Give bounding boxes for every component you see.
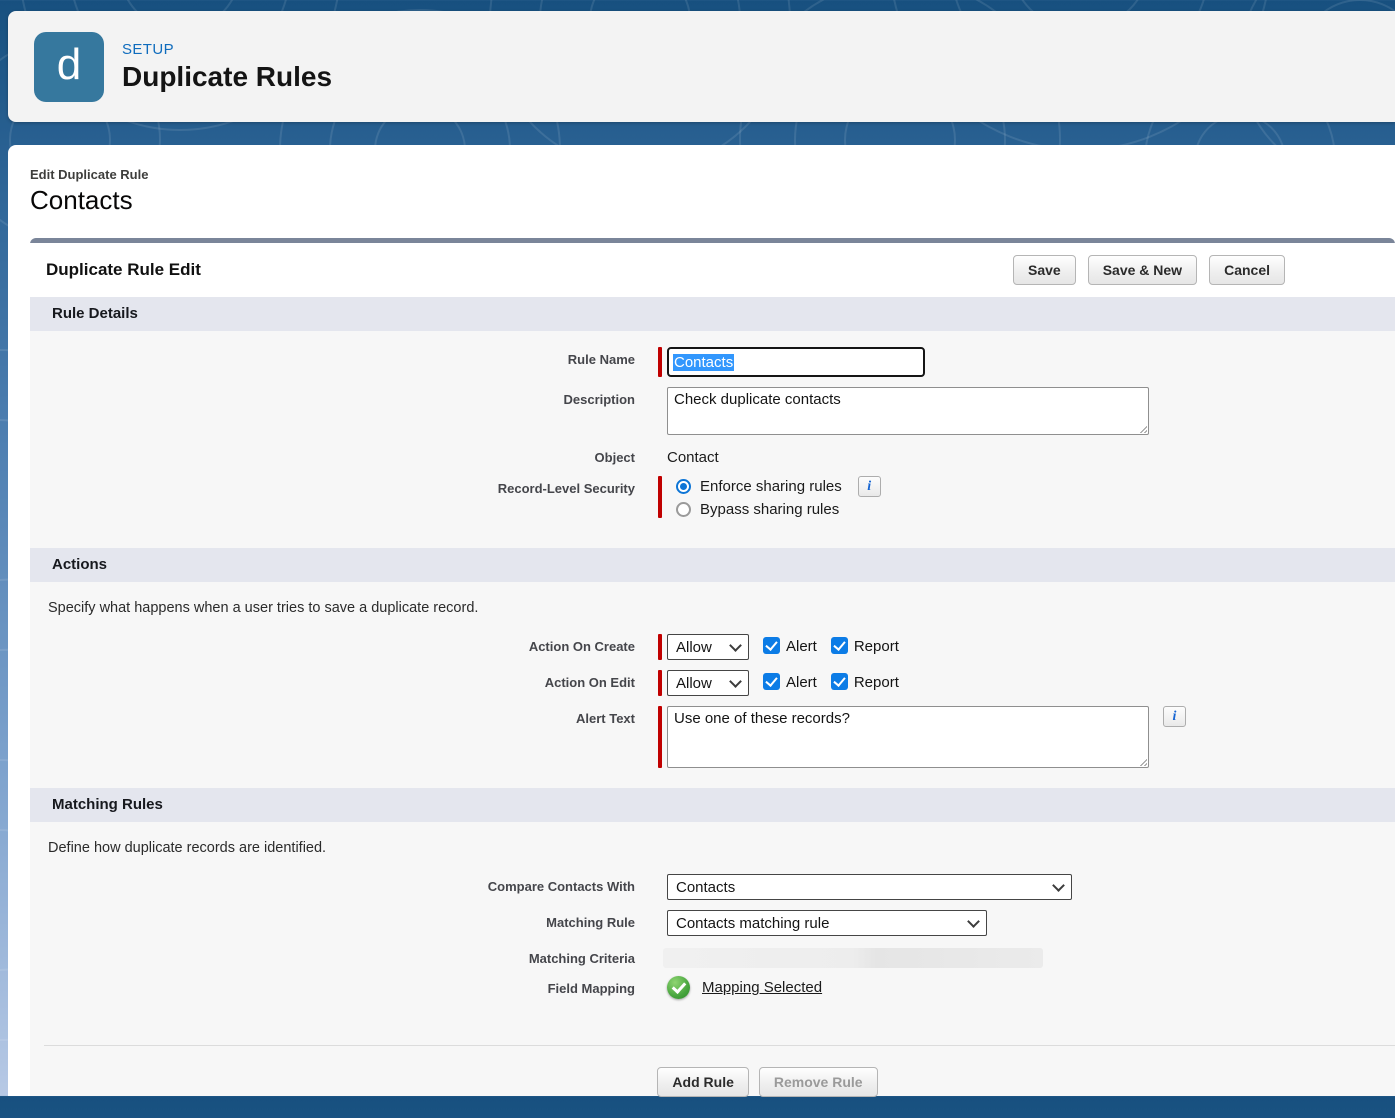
section-content-rule-details: Rule Name Contacts Description Check dup… [30, 331, 1395, 548]
required-field-bar [658, 706, 662, 768]
report-on-create-checkbox[interactable] [830, 637, 848, 654]
compare-contacts-with-selected-value: Contacts [676, 878, 736, 896]
required-field-bar [658, 476, 662, 518]
mapping-success-check-icon [667, 976, 690, 999]
description-label: Description [563, 392, 635, 407]
footer-buttons: Add Rule Remove Rule [85, 1046, 1395, 1118]
action-on-create-row: Action On Create Allow Alert Report [46, 634, 1395, 660]
rule-name-row: Rule Name Contacts [46, 347, 1395, 377]
rule-name-selected-text: Contacts [673, 353, 735, 371]
radio-option-enforce-sharing-rules[interactable]: Enforce sharing rules [676, 478, 842, 495]
action-on-edit-selected-value: Allow [676, 674, 712, 692]
alert-text-label: Alert Text [576, 711, 635, 726]
rule-name-label: Rule Name [567, 352, 635, 367]
required-field-bar [658, 347, 662, 377]
radio-selected-icon [676, 479, 691, 494]
cancel-button[interactable]: Cancel [1209, 255, 1285, 285]
alert-text-row: Alert Text Use one of these records? i [46, 706, 1395, 768]
object-value: Contact [667, 449, 719, 466]
matching-rule-selected-value: Contacts matching rule [676, 914, 830, 932]
add-rule-button[interactable]: Add Rule [657, 1067, 749, 1097]
record-title: Contacts [30, 185, 133, 215]
radio-unselected-icon [676, 502, 691, 517]
radio-option-bypass-sharing-rules[interactable]: Bypass sharing rules [676, 501, 842, 518]
matching-rule-row: Matching Rule Contacts matching rule [46, 910, 1395, 936]
duplicate-rules-app-icon: d [34, 31, 104, 102]
section-header-actions: Actions [30, 548, 1395, 582]
duplicate-rule-edit-form: Duplicate Rule Edit Save Save & New Canc… [30, 238, 1395, 1097]
compare-contacts-with-select[interactable]: Contacts [667, 874, 1072, 900]
alert-text-textarea[interactable]: Use one of these records? [667, 706, 1149, 768]
radio-option-label: Bypass sharing rules [700, 501, 840, 518]
matching-rule-label: Matching Rule [546, 915, 635, 930]
app-icon-letter: d [56, 39, 82, 89]
action-on-create-select[interactable]: Allow [667, 634, 749, 660]
alert-on-create-checkbox[interactable] [763, 637, 780, 654]
action-on-create-label: Action On Create [528, 639, 635, 654]
section-header-matching-rules: Matching Rules [30, 788, 1395, 822]
page-title: Duplicate Rules [122, 60, 333, 92]
chevron-down-icon [1052, 879, 1065, 892]
compare-contacts-with-row: Compare Contacts With Contacts [46, 874, 1395, 900]
footer-divider [44, 1045, 1395, 1046]
rule-name-input[interactable]: Contacts [667, 347, 925, 377]
record-level-security-row: Record-Level Security Enforce sharing ru… [46, 476, 1395, 518]
chevron-down-icon [729, 639, 742, 652]
report-checkbox-label: Report [853, 674, 899, 691]
required-field-bar [658, 634, 662, 660]
setup-eyebrow-label: SETUP [122, 40, 175, 58]
alert-on-edit-checkbox[interactable] [763, 673, 780, 690]
object-label: Object [594, 450, 635, 465]
description-row: Description Check duplicate contacts [46, 387, 1395, 435]
mapping-selected-link[interactable]: Mapping Selected [702, 979, 823, 996]
alert-checkbox-label: Alert [786, 674, 817, 691]
chevron-down-icon [729, 675, 742, 688]
action-on-edit-select[interactable]: Allow [667, 670, 749, 696]
header-text: SETUP Duplicate Rules [122, 41, 332, 93]
record-level-security-info-icon[interactable]: i [857, 476, 881, 497]
required-field-bar [658, 670, 662, 696]
field-mapping-row: Field Mapping Mapping Selected [46, 976, 1395, 999]
matching-intro-text: Define how duplicate records are identif… [48, 840, 327, 856]
report-on-edit-checkbox[interactable] [830, 673, 848, 690]
matching-criteria-label: Matching Criteria [528, 951, 635, 966]
section-content-actions: Specify what happens when a user tries t… [30, 582, 1395, 788]
save-button[interactable]: Save [1013, 255, 1076, 285]
save-and-new-button[interactable]: Save & New [1087, 255, 1198, 285]
matching-criteria-redacted-value [663, 948, 1043, 968]
action-on-create-selected-value: Allow [676, 638, 712, 656]
form-title: Duplicate Rule Edit [46, 260, 201, 279]
setup-header-card: d SETUP Duplicate Rules [8, 11, 1395, 122]
matching-rule-select[interactable]: Contacts matching rule [667, 910, 987, 936]
alert-checkbox-label: Alert [786, 638, 817, 655]
remove-rule-button[interactable]: Remove Rule [758, 1067, 878, 1097]
form-action-buttons: Save Save & New Cancel [1013, 255, 1285, 285]
resize-grip-icon[interactable] [1137, 756, 1147, 766]
breadcrumb: Edit Duplicate Rule [30, 167, 149, 182]
resize-grip-icon[interactable] [1137, 423, 1147, 433]
action-on-edit-row: Action On Edit Allow Alert Report [46, 670, 1395, 696]
form-header: Duplicate Rule Edit Save Save & New Canc… [30, 243, 1395, 297]
report-checkbox-label: Report [853, 638, 899, 655]
actions-intro-text: Specify what happens when a user tries t… [48, 600, 479, 616]
radio-option-label: Enforce sharing rules [700, 478, 842, 495]
alert-text-info-icon[interactable]: i [1163, 706, 1186, 727]
record-level-security-label: Record-Level Security [497, 481, 635, 496]
section-header-rule-details: Rule Details [30, 297, 1395, 331]
compare-contacts-with-label: Compare Contacts With [487, 879, 635, 894]
action-on-edit-label: Action On Edit [544, 675, 635, 690]
section-content-matching-rules: Define how duplicate records are identif… [30, 822, 1395, 999]
field-mapping-label: Field Mapping [547, 981, 635, 996]
object-row: Object Contact [46, 445, 1395, 466]
description-textarea[interactable]: Check duplicate contacts [667, 387, 1149, 435]
matching-criteria-row: Matching Criteria [46, 946, 1395, 968]
chevron-down-icon [967, 915, 980, 928]
main-panel: Edit Duplicate Rule Contacts Duplicate R… [8, 145, 1395, 1097]
